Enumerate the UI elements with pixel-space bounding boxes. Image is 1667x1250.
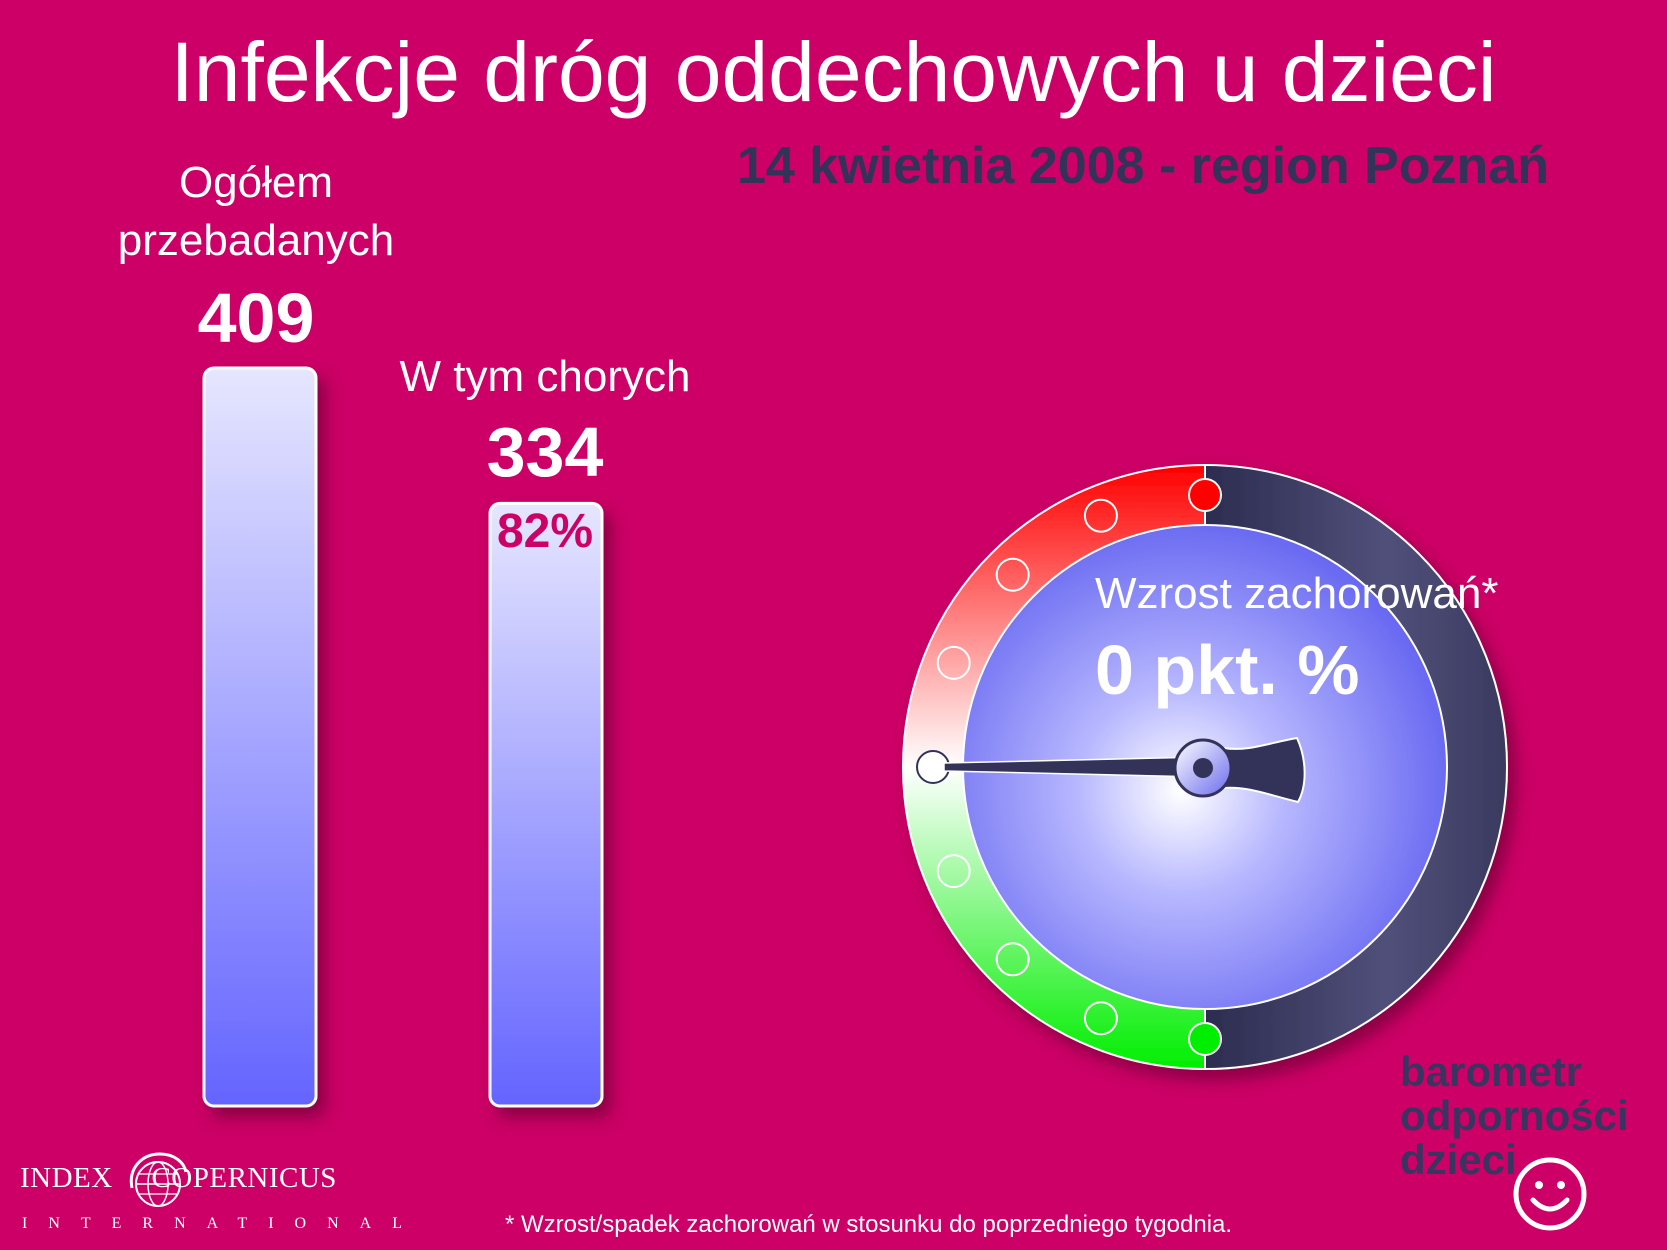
smiley-icon	[1513, 1157, 1587, 1231]
publisher-name-right: COPERNICUS	[151, 1162, 337, 1194]
publisher-name-left: INDEX	[20, 1162, 113, 1194]
gauge-needle	[943, 736, 1306, 804]
gauge-marker	[1188, 478, 1222, 512]
page-subtitle: 14 kwietnia 2008 - region Poznań	[736, 137, 1549, 195]
gauge-marker	[936, 645, 971, 680]
globe-logo-icon	[129, 1152, 188, 1207]
bar-label-total-line1: Ogółem	[178, 158, 334, 207]
gauge-marker	[995, 557, 1030, 592]
brand-line-3: dzieci	[1400, 1136, 1517, 1183]
bar-chart	[202, 366, 604, 1108]
gauge-marker	[995, 942, 1030, 977]
gauge-marker	[1083, 498, 1118, 533]
gauge-marker	[936, 854, 971, 889]
bar-sick	[488, 501, 604, 1108]
gauge-marker	[1188, 1022, 1222, 1056]
bar-label-total-line2: przebadanych	[117, 216, 395, 265]
brand-line-1: barometr	[1400, 1048, 1583, 1095]
page-title: Infekcje dróg oddechowych u dzieci	[170, 25, 1497, 119]
brand-logo: barometr odporności dzieci	[1400, 1050, 1629, 1182]
bar-share-label: 82%	[496, 505, 594, 558]
gauge-marker	[1083, 1001, 1118, 1036]
bar-total	[202, 366, 318, 1108]
publisher-name: INDEX COPERNICUS	[20, 1160, 337, 1196]
gauge-value: 0 pkt. %	[1095, 631, 1360, 709]
publisher-subtitle: INTERNATIONAL	[22, 1215, 423, 1232]
needle-hub-center	[1193, 758, 1213, 778]
bar-value-sick: 334	[486, 413, 604, 491]
needle-tail	[1223, 736, 1306, 804]
bar-value-total: 409	[197, 279, 315, 357]
brand-line-2: odporności	[1400, 1092, 1629, 1139]
bar-label-sick: W tym chorych	[399, 352, 691, 401]
gauge-rim-left	[903, 465, 1205, 1069]
gauge-label: Wzrost zachorowań*	[1095, 569, 1499, 618]
bar-label-total: Ogółem przebadanych	[56, 154, 456, 270]
gauge-rim-right	[1205, 465, 1507, 1069]
footnote: * Wzrost/spadek zachorowań w stosunku do…	[504, 1211, 1233, 1238]
